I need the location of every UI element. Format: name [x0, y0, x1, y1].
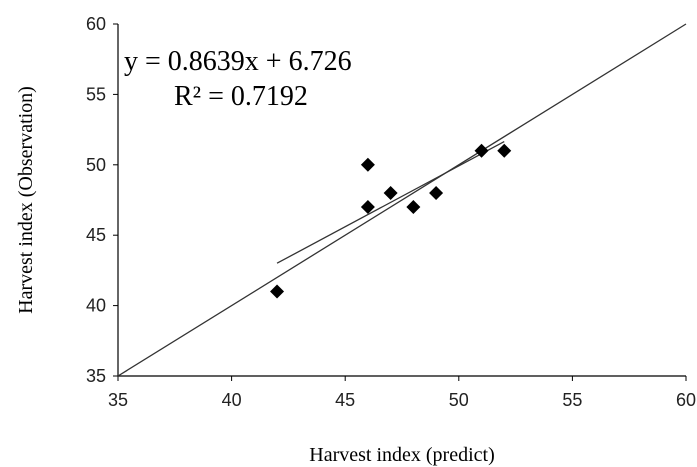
data-point	[270, 284, 285, 299]
data-point	[429, 185, 444, 200]
trendline	[276, 141, 505, 264]
y-tick-label: 60	[86, 14, 106, 34]
trendline-equation: y = 0.8639x + 6.726	[124, 46, 352, 77]
lines-layer	[117, 23, 687, 377]
y-tick-label: 50	[86, 155, 106, 175]
x-tick-label: 45	[335, 390, 355, 410]
y-tick-label: 35	[86, 366, 106, 386]
y-tick-label: 45	[86, 225, 106, 245]
points-layer	[270, 143, 512, 299]
data-point	[383, 185, 398, 200]
data-point	[360, 157, 375, 172]
x-tick-label: 60	[676, 390, 696, 410]
tick-layer: 35 40 45 50 55 60 35 40 45 50 55 60	[86, 14, 696, 410]
x-tick-label: 40	[222, 390, 242, 410]
data-point	[497, 143, 512, 158]
y-axis-title: Harvest index (Observation)	[15, 86, 37, 314]
plot-area	[117, 24, 686, 377]
y-tick-label: 40	[86, 296, 106, 316]
x-tick-label: 35	[108, 390, 128, 410]
y-tick-label: 55	[86, 84, 106, 104]
x-tick-label: 50	[449, 390, 469, 410]
one-to-one-line	[117, 23, 687, 377]
data-point	[360, 200, 375, 215]
r-squared-label: R² = 0.7192	[174, 81, 308, 112]
x-tick-label: 55	[562, 390, 582, 410]
data-point	[406, 200, 421, 215]
data-point	[474, 143, 489, 158]
x-axis-title: Harvest index (predict)	[309, 444, 494, 466]
